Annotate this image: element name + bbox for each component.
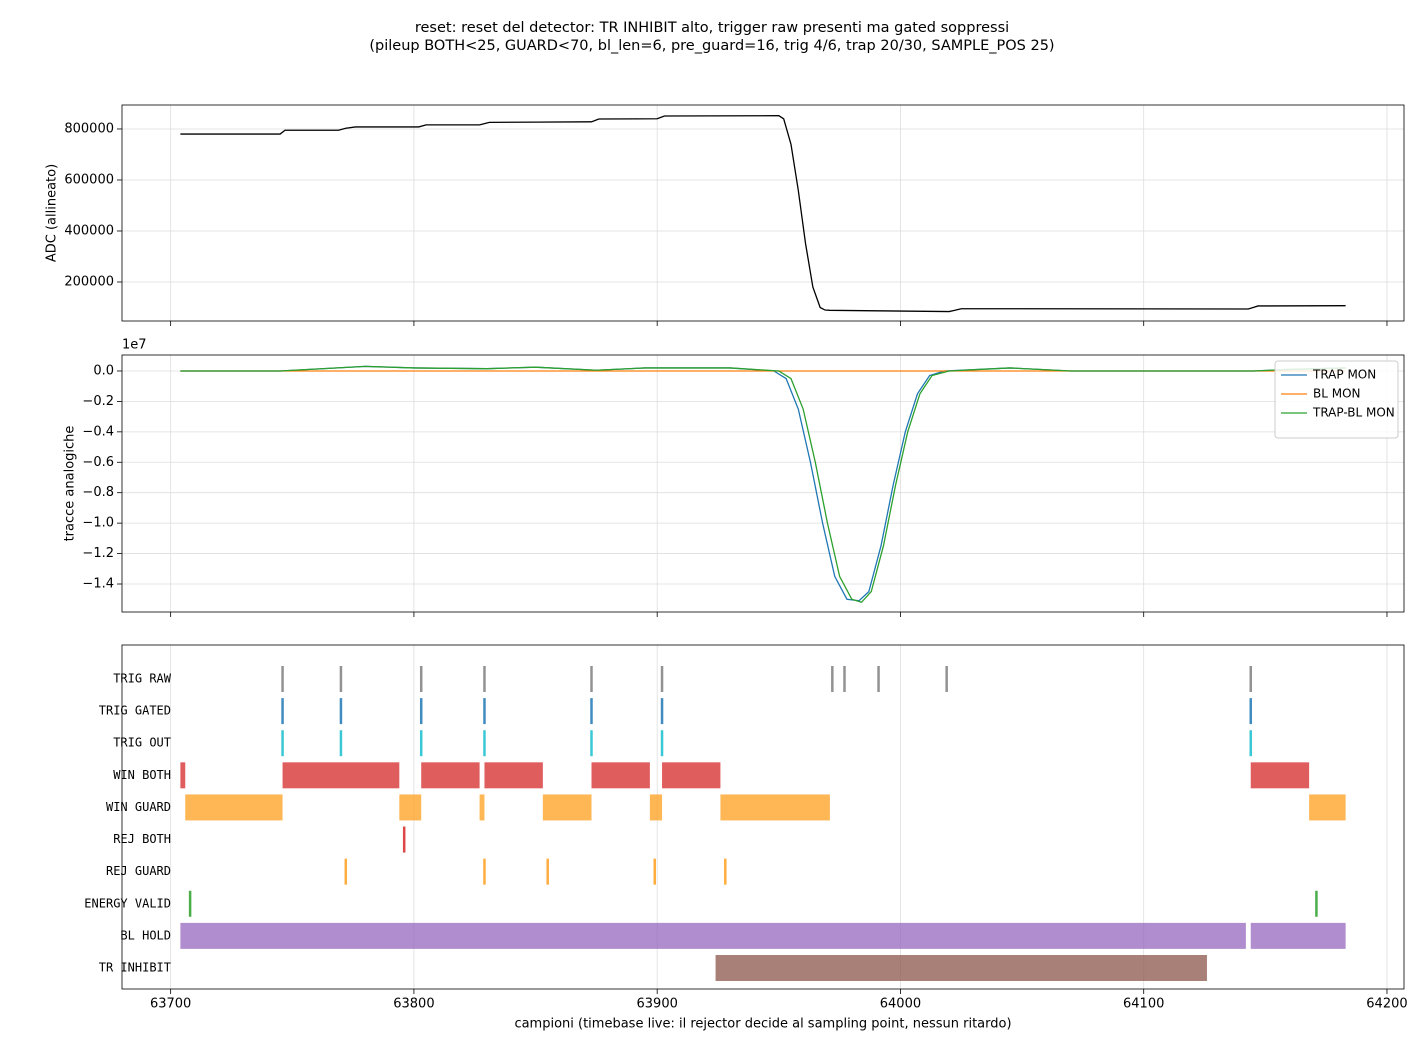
figure-subtitle: (pileup BOTH<25, GUARD<70, bl_len=6, pre… [369, 38, 1054, 54]
row-label: BL HOLD [120, 928, 171, 942]
y-axis-label: tracce analogiche [63, 426, 78, 542]
y-tick-label: 800000 [64, 121, 114, 136]
y-tick-label: 600000 [64, 172, 114, 187]
event-span [715, 954, 1207, 981]
row-label: REJ GUARD [106, 864, 171, 878]
x-tick-label: 64000 [880, 997, 921, 1012]
y-tick-label: −1.4 [82, 577, 114, 592]
x-tick-label: 63800 [393, 997, 434, 1012]
legend-label: BL MON [1313, 387, 1361, 401]
row-label: TRIG RAW [113, 672, 172, 686]
y-tick-label: −1.2 [82, 546, 114, 561]
x-axis-label: campioni (timebase live: il rejector dec… [514, 1017, 1011, 1032]
event-span [479, 794, 485, 821]
x-tick-label: 63900 [637, 997, 678, 1012]
y-tick-label: −0.4 [82, 424, 114, 439]
row-label: TR INHIBIT [99, 960, 171, 974]
event-span [484, 762, 543, 789]
event-span [591, 762, 650, 789]
event-span [542, 794, 592, 821]
y-tick-label: 200000 [64, 274, 114, 289]
row-label: ENERGY VALID [84, 896, 171, 910]
x-tick-label: 64200 [1366, 997, 1407, 1012]
y-tick-label: −0.2 [82, 394, 114, 409]
event-span [180, 922, 1246, 949]
event-span [720, 794, 830, 821]
legend-label: TRAP-BL MON [1312, 406, 1395, 420]
event-span [421, 762, 480, 789]
plot-area [122, 355, 1404, 612]
figure-title: reset: reset del detector: TR INHIBIT al… [415, 20, 1009, 36]
axis-offset-text: 1e7 [122, 338, 147, 353]
row-label: WIN GUARD [106, 800, 171, 814]
plot-frame [121, 104, 1405, 322]
row-label: TRIG GATED [99, 704, 171, 718]
event-span [1309, 794, 1346, 821]
row-label: TRIG OUT [113, 736, 171, 750]
x-tick-label: 64100 [1123, 997, 1164, 1012]
y-axis-label: ADC (allineato) [45, 164, 60, 262]
legend-box [1274, 360, 1399, 439]
y-tick-label: −1.0 [82, 516, 114, 531]
legend-label: TRAP MON [1312, 368, 1376, 382]
event-span [180, 762, 186, 789]
event-span [399, 794, 422, 821]
plot-frame [121, 354, 1405, 613]
y-tick-label: 0.0 [93, 363, 114, 378]
y-tick-label: 400000 [64, 223, 114, 238]
event-span [649, 794, 663, 821]
event-span [282, 762, 400, 789]
y-tick-label: −0.6 [82, 455, 114, 470]
y-tick-label: −0.8 [82, 485, 114, 500]
event-span [1250, 922, 1346, 949]
row-label: WIN BOTH [113, 768, 171, 782]
plot-area [122, 105, 1404, 321]
event-span [185, 794, 283, 821]
row-label: REJ BOTH [113, 832, 171, 846]
series-line [180, 365, 1346, 604]
series-line [180, 115, 1346, 313]
x-tick-label: 63700 [150, 997, 191, 1012]
event-span [662, 762, 721, 789]
event-span [1250, 762, 1310, 789]
plot-frame [121, 644, 1405, 990]
